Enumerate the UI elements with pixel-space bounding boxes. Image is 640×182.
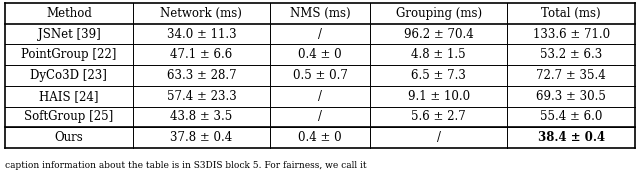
- Text: 4.8 ± 1.5: 4.8 ± 1.5: [412, 48, 466, 61]
- Text: 96.2 ± 70.4: 96.2 ± 70.4: [404, 27, 474, 41]
- Text: /: /: [318, 90, 322, 103]
- Text: 69.3 ± 30.5: 69.3 ± 30.5: [536, 90, 606, 103]
- Text: 43.8 ± 3.5: 43.8 ± 3.5: [170, 110, 232, 123]
- Text: Method: Method: [46, 7, 92, 20]
- Text: /: /: [436, 131, 440, 144]
- Text: 63.3 ± 28.7: 63.3 ± 28.7: [166, 69, 236, 82]
- Text: 9.1 ± 10.0: 9.1 ± 10.0: [408, 90, 470, 103]
- Text: JSNet [39]: JSNet [39]: [38, 27, 100, 41]
- Text: 0.4 ± 0: 0.4 ± 0: [298, 131, 342, 144]
- Text: caption information about the table is in S3DIS block 5. For fairness, we call i: caption information about the table is i…: [5, 161, 367, 169]
- Text: HAIS [24]: HAIS [24]: [39, 90, 99, 103]
- Text: Grouping (ms): Grouping (ms): [396, 7, 482, 20]
- Text: 0.5 ± 0.7: 0.5 ± 0.7: [292, 69, 348, 82]
- Text: 6.5 ± 7.3: 6.5 ± 7.3: [411, 69, 466, 82]
- Text: 34.0 ± 11.3: 34.0 ± 11.3: [166, 27, 236, 41]
- Text: 37.8 ± 0.4: 37.8 ± 0.4: [170, 131, 232, 144]
- Text: 5.6 ± 2.7: 5.6 ± 2.7: [412, 110, 466, 123]
- Text: Ours: Ours: [54, 131, 83, 144]
- Text: /: /: [318, 110, 322, 123]
- Text: Total (ms): Total (ms): [541, 7, 601, 20]
- Text: DyCo3D [23]: DyCo3D [23]: [31, 69, 108, 82]
- Text: PointGroup [22]: PointGroup [22]: [21, 48, 116, 61]
- Text: 55.4 ± 6.0: 55.4 ± 6.0: [540, 110, 602, 123]
- Text: SoftGroup [25]: SoftGroup [25]: [24, 110, 113, 123]
- Text: Network (ms): Network (ms): [161, 7, 243, 20]
- Text: NMS (ms): NMS (ms): [290, 7, 350, 20]
- Text: 38.4 ± 0.4: 38.4 ± 0.4: [538, 131, 605, 144]
- Text: 72.7 ± 35.4: 72.7 ± 35.4: [536, 69, 606, 82]
- Text: 133.6 ± 71.0: 133.6 ± 71.0: [532, 27, 610, 41]
- Text: 0.4 ± 0: 0.4 ± 0: [298, 48, 342, 61]
- Text: 53.2 ± 6.3: 53.2 ± 6.3: [540, 48, 602, 61]
- Text: /: /: [318, 27, 322, 41]
- Text: 57.4 ± 23.3: 57.4 ± 23.3: [166, 90, 236, 103]
- Text: 47.1 ± 6.6: 47.1 ± 6.6: [170, 48, 232, 61]
